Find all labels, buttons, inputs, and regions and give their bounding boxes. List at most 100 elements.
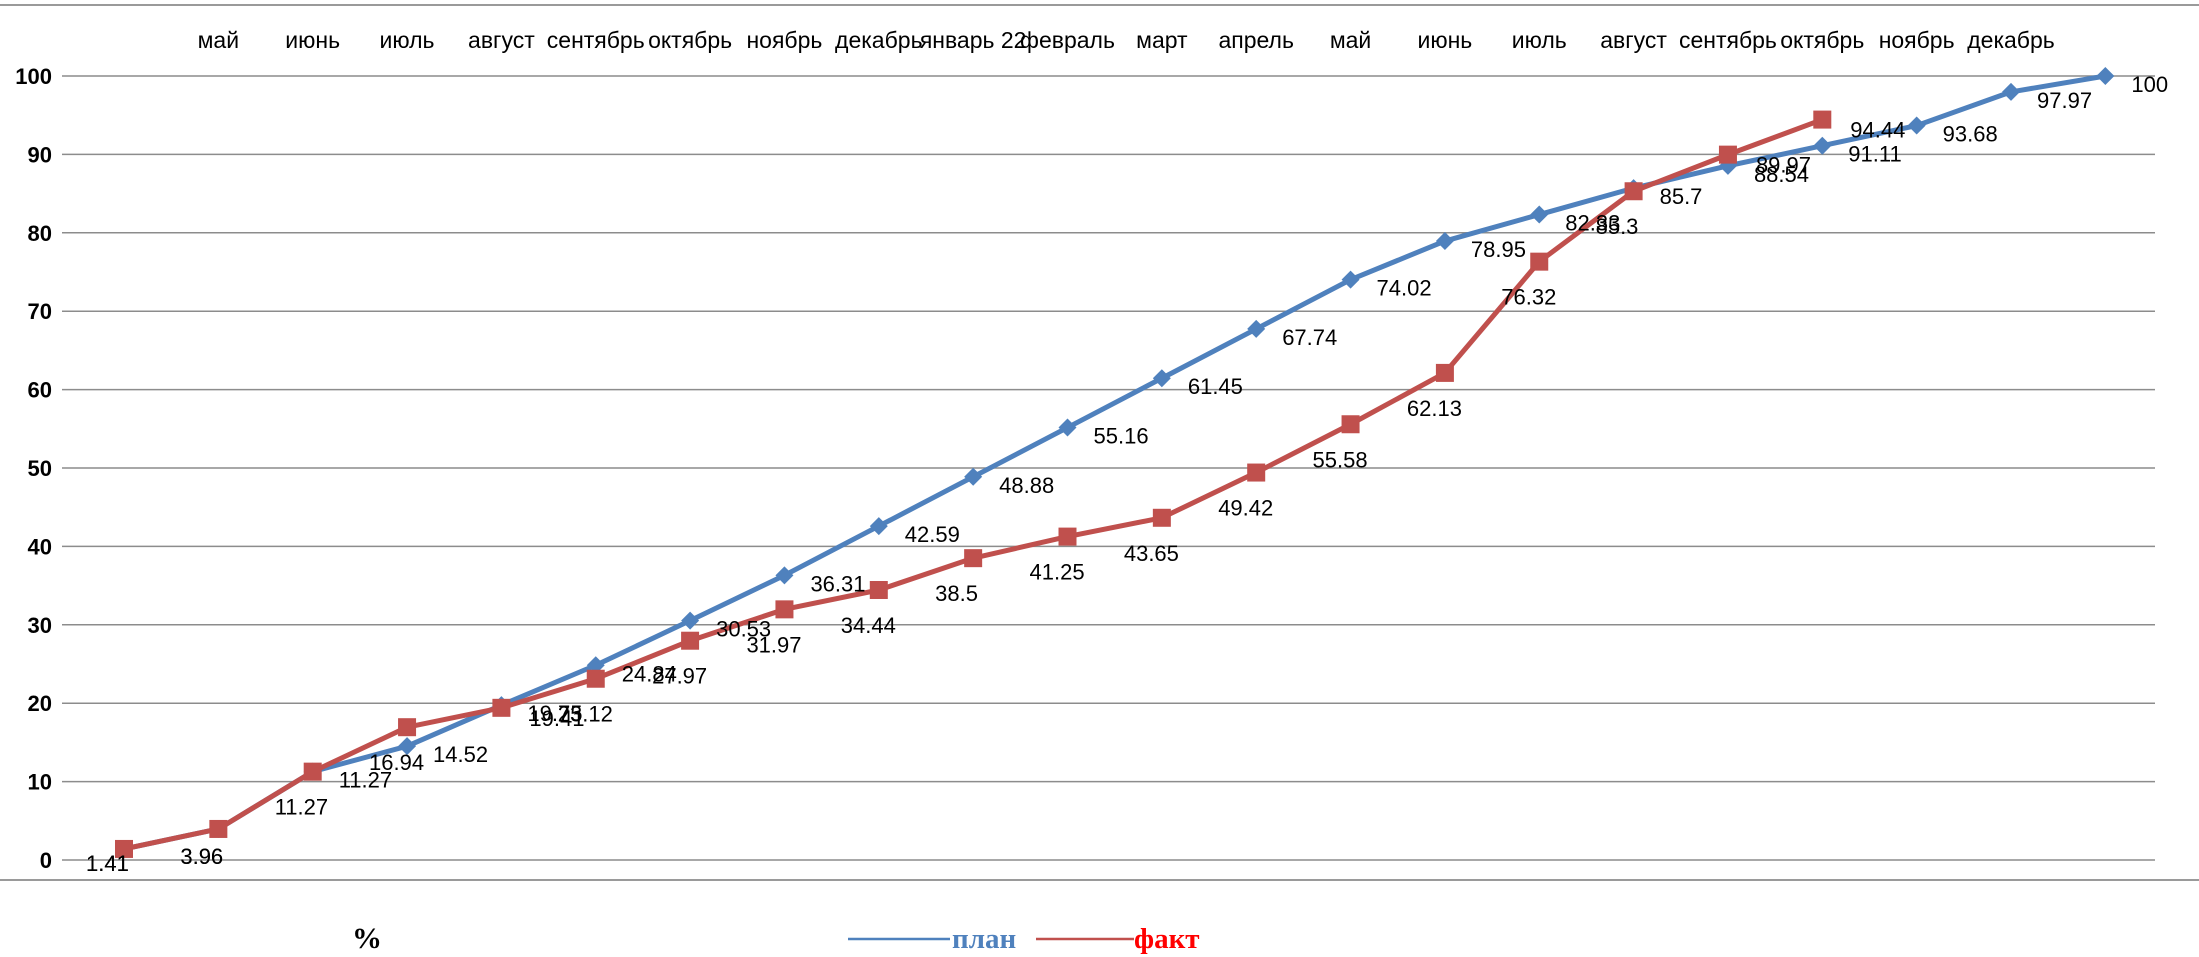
fact-data-label-6: 27.97 — [652, 664, 707, 689]
plan-point-21 — [2096, 67, 2115, 85]
y-tick-label-100: 100 — [15, 64, 52, 89]
fact-data-label-14: 62.13 — [1407, 396, 1462, 421]
y-tick-label-10: 10 — [28, 770, 52, 795]
y-tick-label-40: 40 — [28, 534, 52, 559]
plan-point-3 — [398, 737, 417, 756]
plan-point-10 — [1058, 418, 1077, 437]
legend: план факт — [848, 923, 1200, 955]
fact-data-label-16: 85.3 — [1596, 214, 1639, 239]
month-label-14: июнь — [1418, 27, 1473, 53]
data-labels: 1.41 3.96 11.27 14.52 19.75 24.84 30.53 36.31 42… — [86, 72, 2168, 876]
plan-point-18 — [1813, 136, 1832, 155]
plan-data-label-14: 78.95 — [1471, 237, 1526, 262]
plan-point-7 — [775, 566, 794, 585]
fact-point-3 — [398, 718, 417, 737]
plan-data-label-5: 24.84 — [622, 661, 677, 686]
fact-data-label-12: 49.42 — [1218, 496, 1273, 521]
fact-point-14 — [1435, 363, 1454, 382]
fact-point-13 — [1341, 415, 1360, 434]
plot-area — [115, 67, 2115, 858]
fact-point-16 — [1624, 182, 1643, 201]
plan-point-9 — [964, 467, 983, 486]
plan-data-label-8: 42.59 — [905, 522, 960, 547]
fact-data-label-3: 16.94 — [369, 750, 424, 775]
fact-point-9 — [964, 549, 983, 568]
y-axis: 0 10 20 30 40 50 60 70 80 90 100 — [15, 64, 52, 873]
plan-point-19 — [1907, 116, 1926, 135]
fact-data-label-8: 34.44 — [841, 613, 896, 638]
month-label-13: май — [1330, 27, 1371, 53]
plan-point-12 — [1247, 319, 1266, 338]
month-label-1: май — [198, 27, 239, 53]
plan-point-13 — [1341, 270, 1360, 289]
month-label-5: сентябрь — [547, 27, 645, 53]
y-tick-label-50: 50 — [28, 456, 52, 481]
fact-point-12 — [1247, 463, 1266, 482]
plan-point-14 — [1435, 232, 1454, 251]
fact-data-label-4: 19.41 — [529, 706, 584, 731]
series-line-plan — [123, 73, 2106, 852]
fact-point-11 — [1152, 508, 1171, 527]
month-label-10: февраль — [1020, 27, 1115, 53]
y-tick-label-30: 30 — [28, 613, 52, 638]
legend-plan-label: план — [952, 923, 1016, 955]
plan-data-label-9: 48.88 — [999, 473, 1054, 498]
month-label-16: август — [1600, 27, 1667, 53]
month-label-6: октябрь — [648, 27, 732, 53]
y-tick-label-60: 60 — [28, 378, 52, 403]
fact-point-15 — [1530, 252, 1549, 271]
month-label-3: июль — [380, 27, 435, 53]
fact-data-label-11: 43.65 — [1124, 541, 1179, 566]
fact-data-label-13: 55.58 — [1313, 447, 1368, 472]
fact-point-5 — [586, 669, 605, 688]
plan-data-label-4: 19.75 — [527, 701, 582, 726]
unit-label: % — [352, 922, 382, 955]
month-labels: май июнь июль август сентябрь октябрь ноябрь де… — [198, 27, 2055, 53]
plan-point-6 — [681, 611, 700, 630]
plan-data-label-2: 11.27 — [339, 768, 392, 793]
y-tick-label-80: 80 — [28, 221, 52, 246]
fact-data-label-0: 1.41 — [86, 851, 129, 876]
fact-data-label-18: 94.44 — [1850, 118, 1905, 143]
month-label-20: декабрь — [1967, 27, 2055, 53]
plan-data-label-15: 82.33 — [1565, 211, 1620, 236]
fact-point-4 — [492, 698, 511, 717]
month-label-9: январь 22 — [920, 27, 1027, 53]
month-label-12: апрель — [1218, 27, 1293, 53]
fact-data-label-10: 41.25 — [1030, 560, 1085, 585]
plan-data-label-10: 55.16 — [1094, 424, 1149, 449]
fact-point-0 — [115, 839, 133, 858]
fact-data-label-17: 89.97 — [1756, 153, 1811, 178]
plan-point-11 — [1152, 369, 1171, 388]
y-tick-label-20: 20 — [28, 691, 52, 716]
y-tick-label-90: 90 — [28, 142, 52, 167]
plan-data-label-11: 61.45 — [1188, 374, 1243, 399]
fact-data-label-9: 38.5 — [935, 581, 978, 606]
fact-point-17 — [1718, 145, 1737, 164]
fact-point-10 — [1058, 527, 1077, 546]
fact-point-2 — [303, 762, 322, 781]
month-label-17: сентябрь — [1679, 27, 1777, 53]
month-label-18: октябрь — [1780, 27, 1864, 53]
gridlines — [62, 75, 2155, 861]
fact-point-1 — [209, 819, 228, 838]
plan-data-label-1: 3.96 — [180, 844, 223, 869]
fact-point-6 — [681, 631, 700, 650]
plan-data-label-19: 93.68 — [1943, 122, 1998, 147]
month-label-7: ноябрь — [746, 27, 822, 53]
fact-point-7 — [775, 600, 794, 619]
fact-data-label-15: 76.32 — [1501, 285, 1556, 310]
fact-data-label-5: 23.12 — [558, 702, 613, 727]
plan-data-label-0: 1.41 — [86, 851, 129, 876]
plan-point-20 — [2002, 82, 2020, 101]
y-tick-label-70: 70 — [28, 299, 52, 324]
fact-data-label-1: 3.96 — [180, 844, 223, 869]
plan-data-label-21: 100 — [2131, 72, 2168, 97]
plan-data-label-13: 74.02 — [1377, 276, 1432, 301]
plan-data-label-3: 14.52 — [433, 742, 488, 767]
plan-data-label-7: 36.31 — [810, 571, 865, 596]
month-label-2: июнь — [285, 27, 340, 53]
fact-data-label-7: 31.97 — [746, 632, 801, 657]
